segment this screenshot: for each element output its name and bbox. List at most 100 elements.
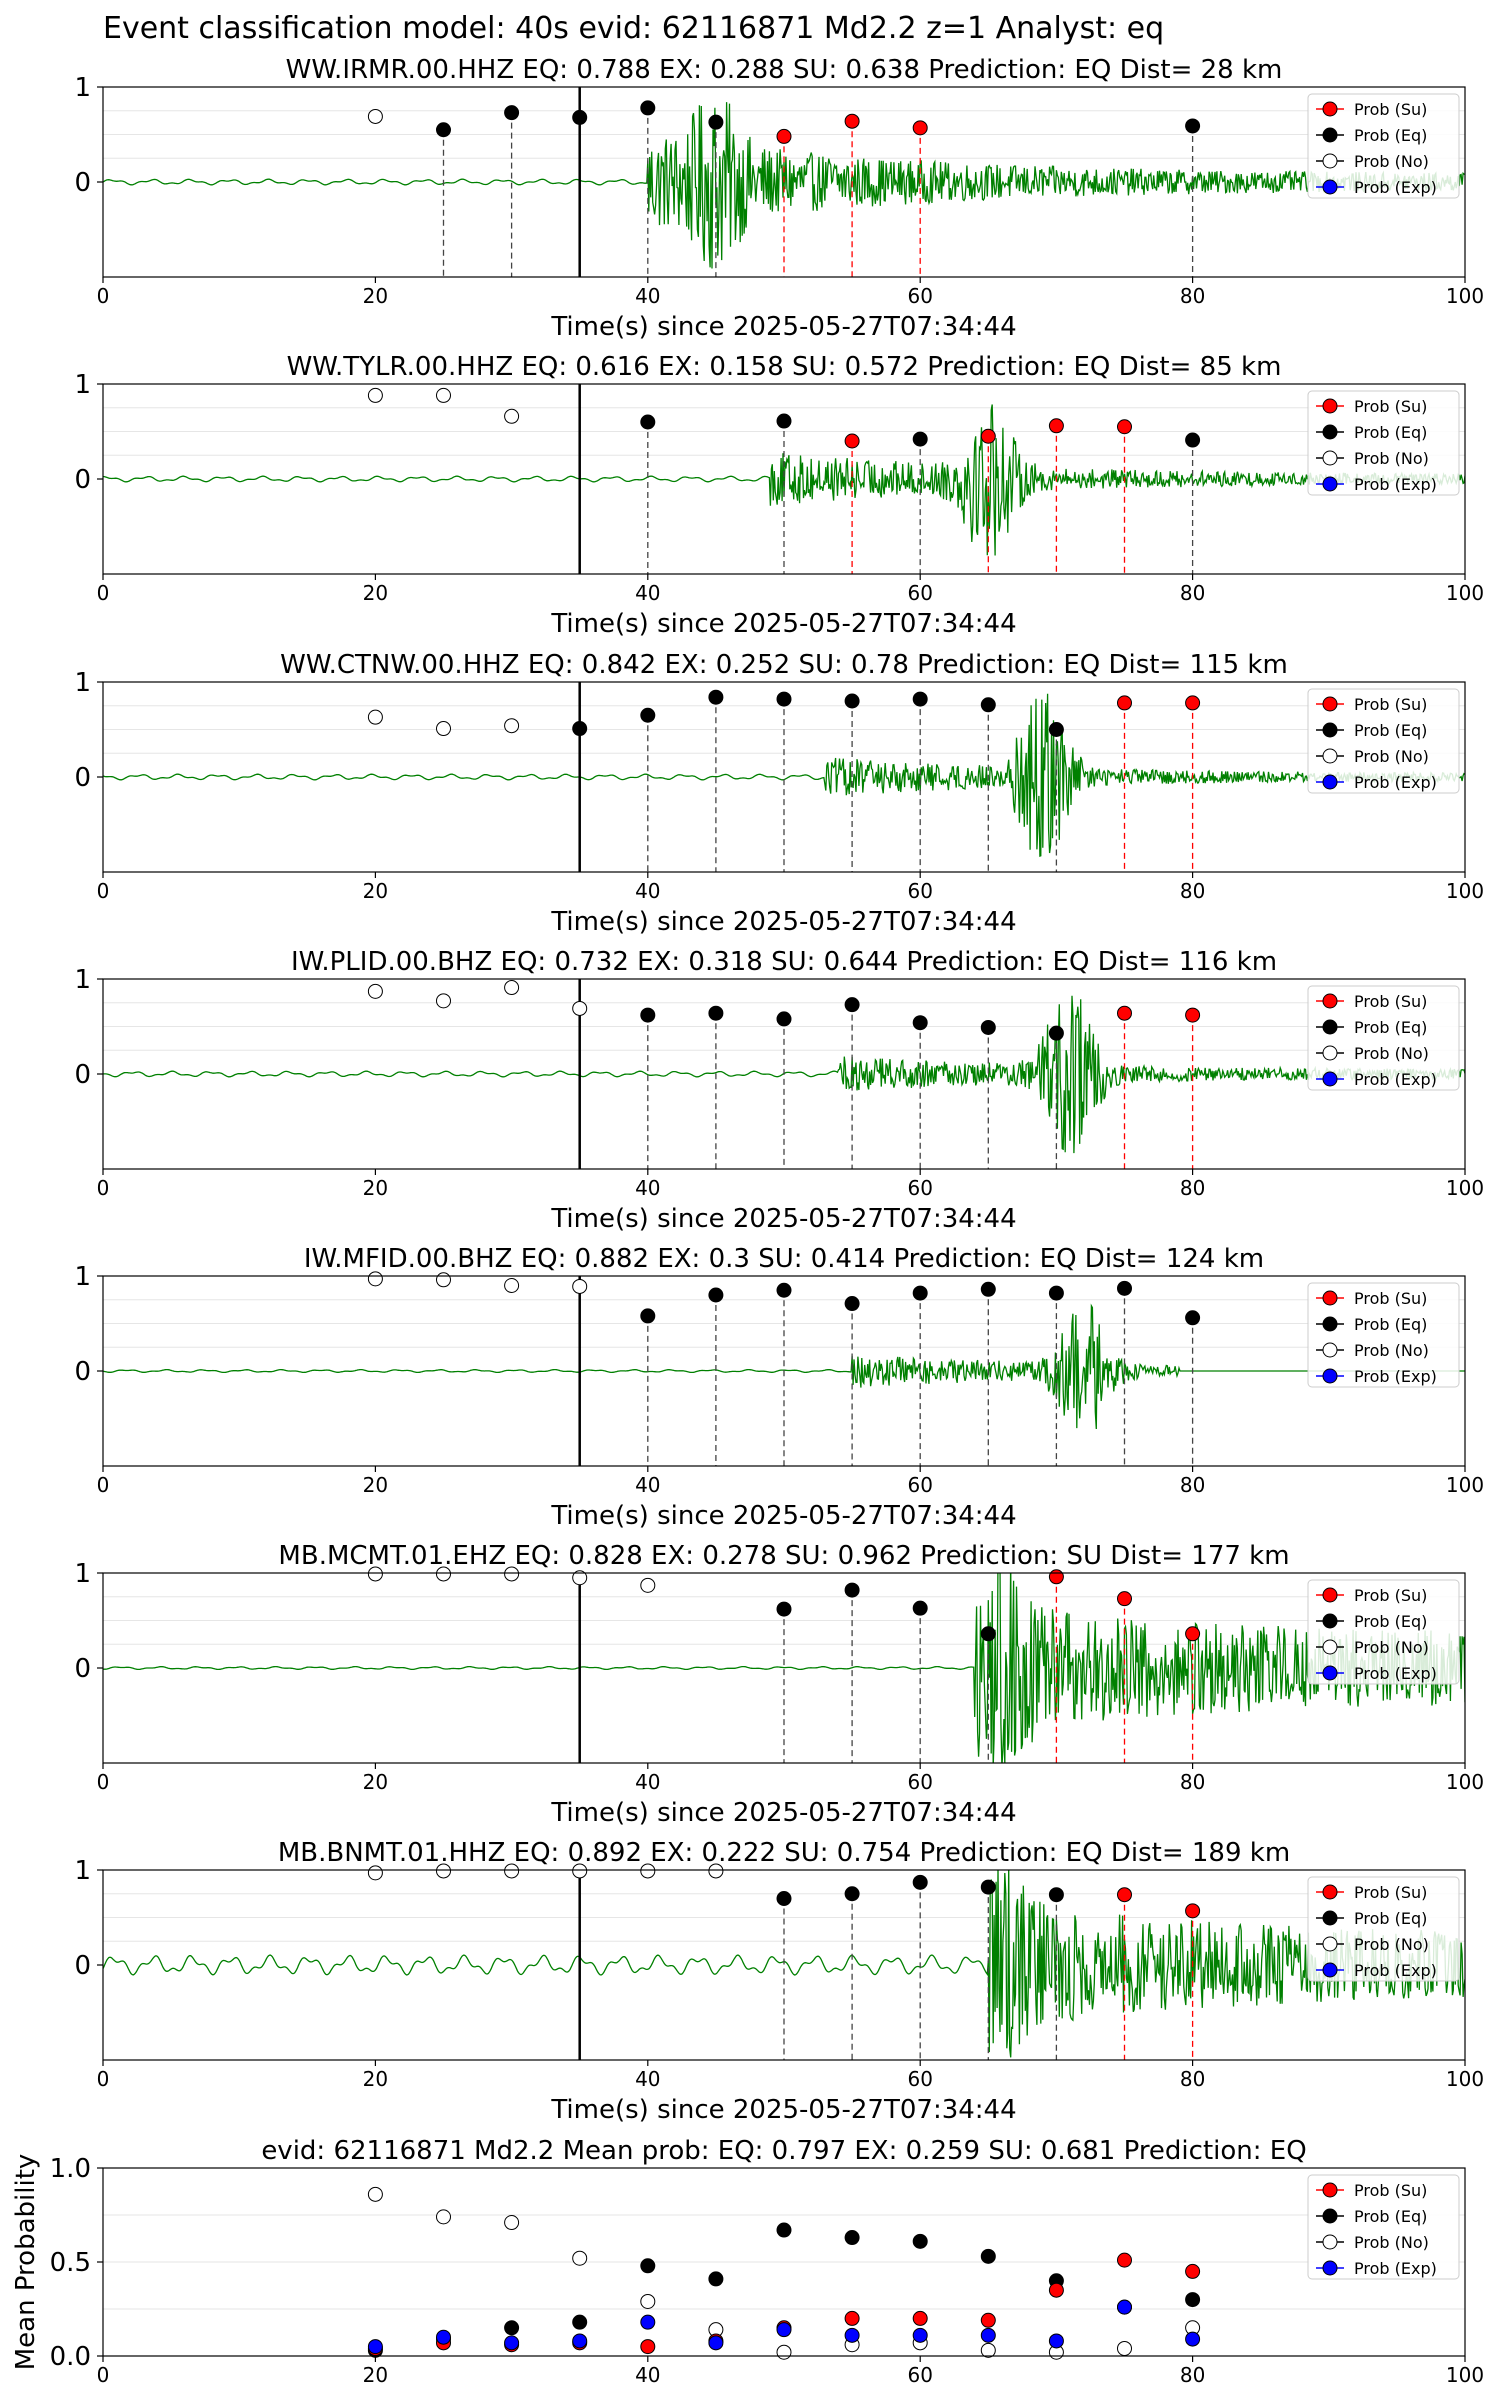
point-prob-no	[367, 1865, 383, 1881]
legend: Prob (Su) Prob (Eq) Prob (No) Prob (Exp)	[1307, 2174, 1460, 2280]
point-prob-su	[1048, 2282, 1064, 2298]
plot-area	[103, 87, 1465, 277]
point-prob-no	[367, 387, 383, 403]
point-prob-eq	[640, 1007, 656, 1023]
x-tick-label: 100	[1446, 2363, 1484, 2387]
waveform-trace	[103, 102, 1465, 269]
point-prob-eq	[844, 2230, 860, 2246]
legend-label: Prob (Eq)	[1354, 1612, 1427, 1631]
y-tick-label: 0.5	[50, 2248, 91, 2278]
legend-label: Prob (Eq)	[1354, 721, 1427, 740]
x-tick-label: 60	[907, 879, 932, 903]
x-tick-label: 100	[1446, 1770, 1484, 1794]
x-axis-label: Time(s) since 2025-05-27T07:34:44	[550, 1501, 1016, 1531]
point-prob-eq	[980, 1879, 996, 1895]
legend-box	[1307, 2174, 1460, 2280]
point-prob-eq	[1185, 1310, 1201, 1326]
legend-marker	[1322, 774, 1338, 790]
legend-marker	[1322, 2260, 1338, 2276]
legend-label: Prob (No)	[1354, 152, 1429, 171]
legend-marker	[1322, 1613, 1338, 1629]
point-prob-eq	[912, 1874, 928, 1890]
point-prob-exp	[436, 2329, 451, 2345]
legend-marker	[1322, 127, 1338, 143]
point-prob-exp	[980, 2327, 996, 2343]
x-tick-label: 20	[363, 1176, 388, 1200]
point-prob-eq	[640, 414, 656, 430]
legend-label: Prob (Exp)	[1354, 1961, 1437, 1980]
legend-marker	[1322, 1962, 1338, 1978]
point-prob-su	[1048, 1569, 1064, 1585]
x-tick-label: 80	[1180, 581, 1205, 605]
legend-marker	[1322, 153, 1338, 169]
legend-marker	[1322, 722, 1338, 738]
point-prob-eq	[572, 109, 588, 125]
point-prob-no	[436, 993, 451, 1009]
point-prob-exp	[1048, 2333, 1064, 2349]
point-prob-no	[572, 1863, 588, 1879]
legend-box	[1307, 93, 1460, 199]
point-prob-no	[504, 980, 520, 996]
legend-label: Prob (Su)	[1354, 1586, 1427, 1605]
legend: Prob (Su) Prob (Eq) Prob (No) Prob (Exp)	[1307, 93, 1460, 199]
legend: Prob (Su) Prob (Eq) Prob (No) Prob (Exp)	[1307, 688, 1460, 794]
plot-area	[103, 1573, 1465, 1763]
x-axis-label: Time(s) since 2025-05-27T07:34:44	[550, 609, 1016, 639]
point-prob-eq	[776, 1282, 792, 1298]
point-prob-eq	[640, 707, 656, 723]
legend-label: Prob (Eq)	[1354, 1909, 1427, 1928]
legend-marker	[1322, 1071, 1338, 1087]
legend-box	[1307, 1876, 1460, 1982]
x-tick-label: 0	[97, 581, 110, 605]
point-prob-eq	[980, 2248, 996, 2264]
point-prob-eq	[844, 997, 860, 1013]
point-prob-su	[1117, 419, 1132, 435]
plot-area	[103, 1870, 1465, 2060]
subplot-title: WW.TYLR.00.HHZ EQ: 0.616 EX: 0.158 SU: 0…	[287, 352, 1282, 382]
legend-label: Prob (Exp)	[1354, 1664, 1437, 1683]
legend-label: Prob (Eq)	[1354, 1315, 1427, 1334]
point-prob-eq	[844, 693, 860, 709]
legend-marker	[1322, 1639, 1338, 1655]
point-prob-eq	[504, 105, 520, 121]
x-tick-label: 80	[1180, 2067, 1205, 2091]
point-prob-no	[572, 1000, 588, 1016]
legend-label: Prob (Exp)	[1354, 773, 1437, 792]
x-tick-label: 0	[97, 1473, 110, 1497]
legend-marker	[1322, 179, 1338, 195]
point-prob-eq	[436, 122, 451, 138]
y-tick-label: 0	[74, 1654, 91, 1684]
y-tick-label: 1	[74, 73, 91, 103]
point-prob-eq	[912, 431, 928, 447]
point-prob-eq	[980, 1019, 996, 1035]
point-prob-su	[1185, 1007, 1201, 1023]
legend-label: Prob (Exp)	[1354, 1070, 1437, 1089]
x-tick-label: 40	[635, 1473, 660, 1497]
y-tick-label: 1	[74, 1856, 91, 1886]
legend-label: Prob (Su)	[1354, 100, 1427, 119]
plot-area	[103, 979, 1465, 1169]
legend-marker	[1322, 1045, 1338, 1061]
legend-label: Prob (Su)	[1354, 1289, 1427, 1308]
x-tick-label: 20	[363, 2067, 388, 2091]
x-tick-label: 60	[907, 2067, 932, 2091]
point-prob-eq	[776, 2222, 792, 2238]
y-tick-label: 1	[74, 370, 91, 400]
point-prob-eq	[912, 1285, 928, 1301]
subplot-5: 0 20 40 60 80 100 1 0 IW.MFID.00.BHZ EQ: 0.882 E…	[74, 1244, 1484, 1531]
x-tick-label: 0	[97, 1176, 110, 1200]
x-tick-label: 60	[907, 284, 932, 308]
legend-label: Prob (No)	[1354, 1044, 1429, 1063]
point-prob-exp	[504, 2335, 520, 2351]
point-prob-su	[1117, 2252, 1132, 2268]
y-tick-label: 0	[74, 1357, 91, 1387]
point-prob-no	[504, 1566, 520, 1582]
point-prob-eq	[640, 2258, 656, 2274]
point-prob-eq	[912, 2233, 928, 2249]
legend-marker	[1322, 424, 1338, 440]
legend-label: Prob (Eq)	[1354, 423, 1427, 442]
x-axis-label: Time(s) since 2025-05-27T07:34:44	[550, 312, 1016, 342]
x-axis-label: Time(s) since 2025-05-27T07:34:44	[550, 1798, 1016, 1828]
x-tick-label: 80	[1180, 879, 1205, 903]
subplot-6: 0 20 40 60 80 100 1 0 MB.MCMT.01.EHZ EQ: 0.828 E…	[74, 1541, 1484, 1828]
